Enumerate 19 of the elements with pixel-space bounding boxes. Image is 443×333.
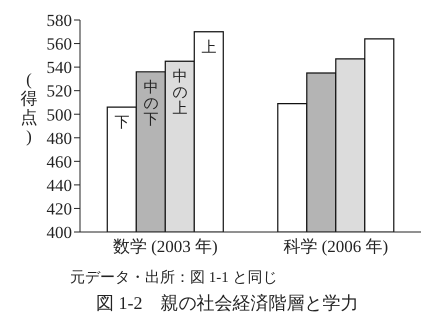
series-label: 中の下 <box>143 78 158 128</box>
x-tick-label: 科学 (2006 年) <box>283 237 388 256</box>
y-tick-label: 580 <box>46 11 72 30</box>
x-tick-label: 数学 (2003 年) <box>112 237 218 256</box>
y-tick-label: 480 <box>46 128 72 148</box>
y-tick-label: 460 <box>46 152 72 172</box>
y-tick-label: 440 <box>46 176 72 195</box>
text: 図 1-2 親の社会経済階層と学力 <box>96 292 360 315</box>
series-label: 上 <box>201 38 216 56</box>
y-tick-label: 500 <box>46 105 72 124</box>
y-tick-label: 520 <box>46 82 72 101</box>
y-tick-label: 400 <box>46 223 72 242</box>
y-tick-label: 420 <box>46 199 72 218</box>
text: 元データ・出所：図 1-1 と同じ <box>70 268 278 287</box>
series-label: 中の上 <box>172 68 188 118</box>
y-axis-title: (得点) <box>20 70 38 146</box>
series-label: 下 <box>114 115 130 132</box>
y-tick-label: 540 <box>46 58 72 78</box>
y-tick-label: 560 <box>46 34 72 54</box>
